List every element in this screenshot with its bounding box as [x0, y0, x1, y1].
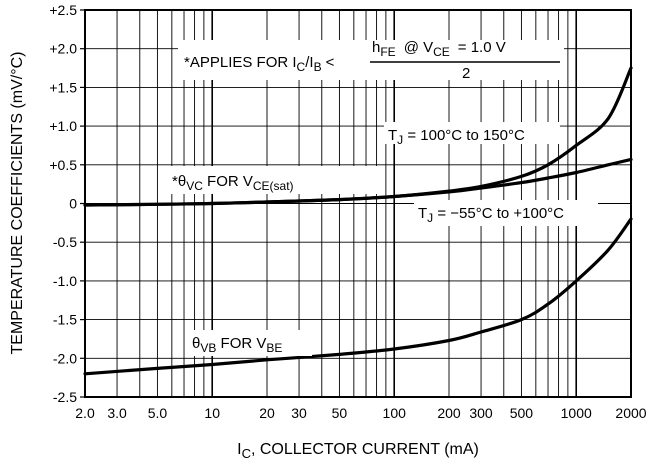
y-tick-label: -1.0 — [53, 273, 77, 289]
y-tick-label: 0 — [69, 196, 77, 212]
y-tick-label: +0.5 — [49, 157, 77, 173]
y-tick-label: +2.0 — [49, 41, 77, 57]
x-tick-label: 200 — [437, 405, 461, 421]
applies-annotation: *APPLIES FOR IC/IB < hFE @ VCE = 1.0 V 2 — [178, 39, 564, 82]
x-tick-label: 300 — [469, 405, 493, 421]
tj-cold-annotation: TJ = −55°C to +100°C — [414, 200, 598, 226]
y-tick-label: -2.5 — [53, 389, 77, 405]
series-line-vb — [83, 217, 633, 376]
theta-vb-label: θVB FOR VBE — [192, 335, 282, 355]
series-lines — [83, 66, 633, 376]
series-line-vc-cold — [83, 157, 633, 207]
tj-hot-annotation: TJ = 100°C to 150°C — [384, 122, 560, 147]
denominator: 2 — [462, 65, 470, 82]
theta-vc-annotation: *θVC FOR VCE(sat) — [170, 166, 378, 194]
theta-vc-label: *θVC FOR VCE(sat) — [172, 173, 294, 193]
tj-cold-label: TJ = −55°C to +100°C — [418, 205, 564, 225]
x-tick-label: 5.0 — [148, 405, 168, 421]
x-tick-label: 100 — [383, 405, 407, 421]
x-tick-label: 2000 — [615, 405, 646, 421]
hfe-numerator: hFE @ VCE = 1.0 V — [372, 39, 506, 59]
theta-vb-annotation: θVB FOR VBE — [190, 330, 312, 356]
x-tick-label: 10 — [204, 405, 220, 421]
tj-hot-label: TJ = 100°C to 150°C — [388, 127, 525, 147]
x-tick-label: 500 — [510, 405, 534, 421]
tick-labels: +2.5 +2.0 +1.5 +1.0 +0.5 0 -0.5 -1.0 -1.5 -2.0 -2.… — [49, 2, 646, 421]
x-tick-label: 50 — [332, 405, 348, 421]
x-tick-label: 3.0 — [107, 405, 127, 421]
y-tick-label: +1.0 — [49, 118, 77, 134]
x-tick-label: 1000 — [561, 405, 592, 421]
x-tick-label: 30 — [291, 405, 307, 421]
y-tick-label: +2.5 — [49, 2, 77, 18]
y-tick-label: +1.5 — [49, 79, 77, 95]
x-axis-title: IC, COLLECTOR CURRENT (mA) — [237, 441, 479, 461]
y-axis-title: TEMPERATURE COEFFICIENTS (mV/°C) — [9, 52, 26, 355]
x-tick-label: 20 — [259, 405, 275, 421]
y-tick-label: -2.0 — [53, 350, 77, 366]
y-tick-label: -1.5 — [53, 312, 77, 328]
applies-label: *APPLIES FOR IC/IB < — [184, 54, 335, 74]
y-tick-label: -0.5 — [53, 234, 77, 250]
x-tick-label: 2.0 — [75, 405, 95, 421]
